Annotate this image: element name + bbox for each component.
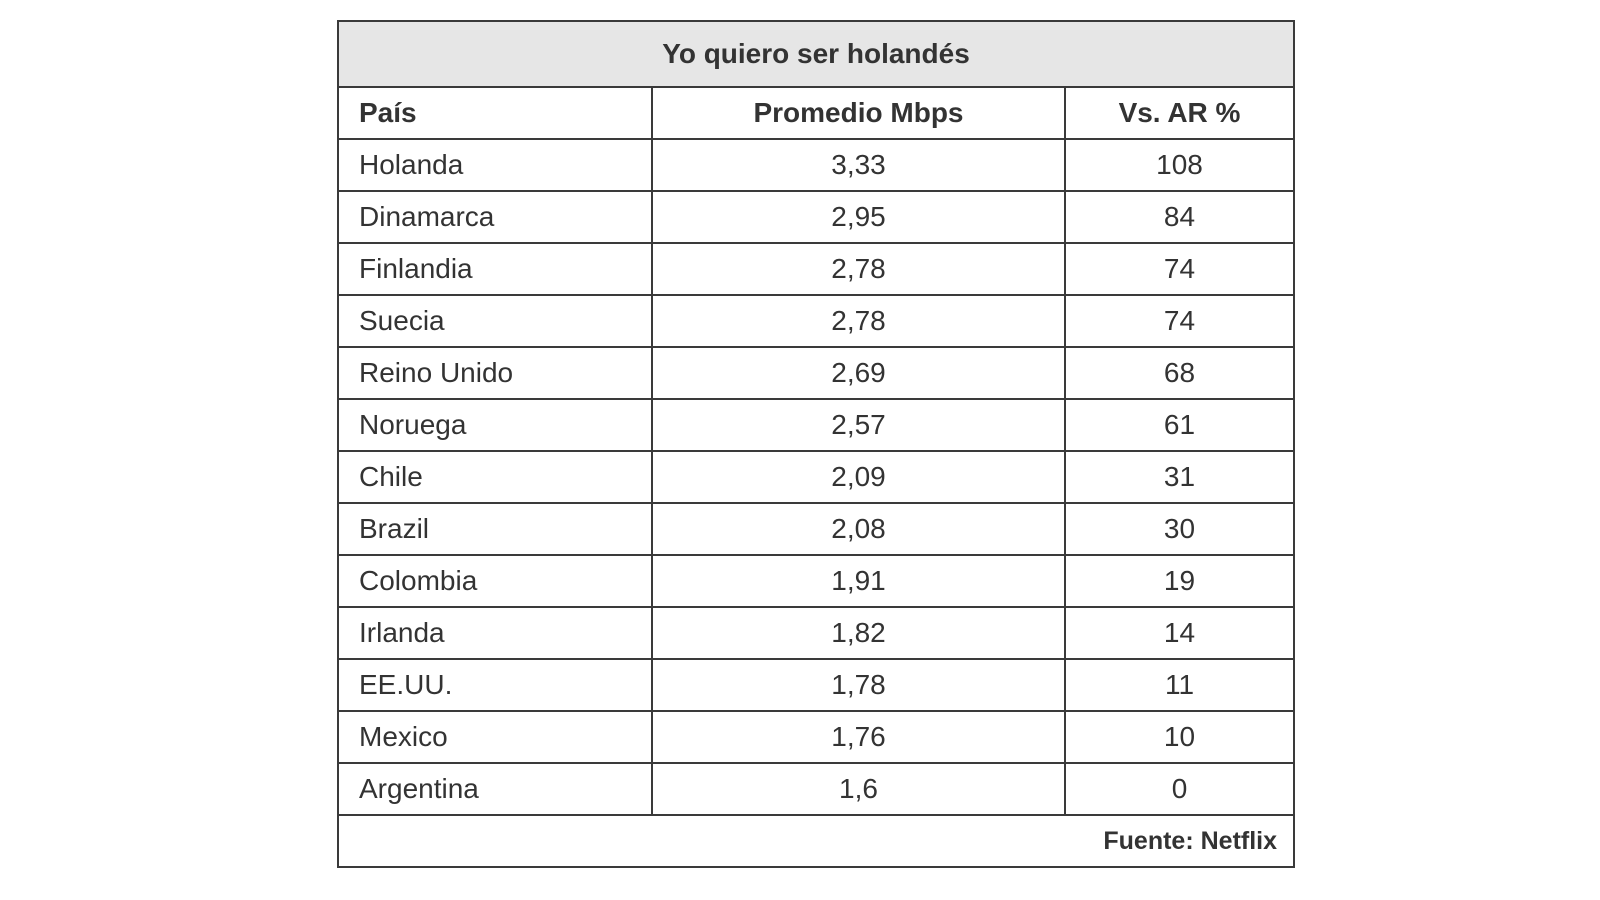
table-cell: 1,82 bbox=[651, 606, 1066, 660]
table-cell: 14 bbox=[1063, 606, 1296, 660]
column-header: País bbox=[337, 86, 653, 140]
table-container: Yo quiero ser holandés País Promedio Mbps… bbox=[336, 20, 1296, 868]
table-row: Noruega 2,57 61 bbox=[337, 398, 1296, 452]
table-cell: 74 bbox=[1063, 294, 1296, 348]
table-cell: 2,57 bbox=[651, 398, 1066, 452]
table-row: Dinamarca 2,95 84 bbox=[337, 190, 1296, 244]
table-row: Irlanda 1,82 14 bbox=[337, 606, 1296, 660]
table-row: EE.UU. 1,78 11 bbox=[337, 658, 1296, 712]
table-cell: 3,33 bbox=[651, 138, 1066, 192]
column-header: Vs. AR % bbox=[1063, 86, 1296, 140]
column-header: Promedio Mbps bbox=[651, 86, 1066, 140]
table-cell: Suecia bbox=[337, 294, 653, 348]
table-cell: 74 bbox=[1063, 242, 1296, 296]
table-row: Brazil 2,08 30 bbox=[337, 502, 1296, 556]
table-cell: 1,76 bbox=[651, 710, 1066, 764]
table-cell: Mexico bbox=[337, 710, 653, 764]
table-row: Finlandia 2,78 74 bbox=[337, 242, 1296, 296]
table-cell: 61 bbox=[1063, 398, 1296, 452]
table-cell: 2,78 bbox=[651, 242, 1066, 296]
table-cell: 2,95 bbox=[651, 190, 1066, 244]
table-cell: EE.UU. bbox=[337, 658, 653, 712]
source-note: Fuente: Netflix bbox=[336, 814, 1296, 868]
speed-table: Yo quiero ser holandés País Promedio Mbps… bbox=[336, 20, 1296, 868]
table-row: Reino Unido 2,69 68 bbox=[337, 346, 1296, 400]
table-cell: 19 bbox=[1063, 554, 1296, 608]
table-cell: 108 bbox=[1063, 138, 1296, 192]
table-row: Colombia 1,91 19 bbox=[337, 554, 1296, 608]
table-cell: Reino Unido bbox=[337, 346, 653, 400]
table-cell: 2,08 bbox=[651, 502, 1066, 556]
table-cell: Irlanda bbox=[337, 606, 653, 660]
table-row: Holanda 3,33 108 bbox=[337, 138, 1296, 192]
table-cell: 2,69 bbox=[651, 346, 1066, 400]
table-cell: 2,78 bbox=[651, 294, 1066, 348]
table-cell: 2,09 bbox=[651, 450, 1066, 504]
table-cell: 11 bbox=[1063, 658, 1296, 712]
table-body: Holanda 3,33 108 Dinamarca 2,95 84 Finlandia 2,… bbox=[337, 138, 1296, 816]
table-cell: 1,78 bbox=[651, 658, 1066, 712]
table-cell: 68 bbox=[1063, 346, 1296, 400]
table-cell: Argentina bbox=[337, 762, 653, 816]
table-cell: 10 bbox=[1063, 710, 1296, 764]
table-cell: 84 bbox=[1063, 190, 1296, 244]
table-cell: Holanda bbox=[337, 138, 653, 192]
table-cell: Finlandia bbox=[337, 242, 653, 296]
table-cell: 30 bbox=[1063, 502, 1296, 556]
table-row: Chile 2,09 31 bbox=[337, 450, 1296, 504]
header-row: País Promedio Mbps Vs. AR % bbox=[337, 86, 1296, 140]
table-cell: 31 bbox=[1063, 450, 1296, 504]
table-cell: 1,6 bbox=[651, 762, 1066, 816]
table-cell: 1,91 bbox=[651, 554, 1066, 608]
table-cell: Dinamarca bbox=[337, 190, 653, 244]
table-row: Suecia 2,78 74 bbox=[337, 294, 1296, 348]
table-row: Mexico 1,76 10 bbox=[337, 710, 1296, 764]
table-title: Yo quiero ser holandés bbox=[336, 20, 1296, 88]
table-cell: Chile bbox=[337, 450, 653, 504]
table-cell: Colombia bbox=[337, 554, 653, 608]
table-cell: 0 bbox=[1063, 762, 1296, 816]
table-cell: Noruega bbox=[337, 398, 653, 452]
table-cell: Brazil bbox=[337, 502, 653, 556]
table-row: Argentina 1,6 0 bbox=[337, 762, 1296, 816]
